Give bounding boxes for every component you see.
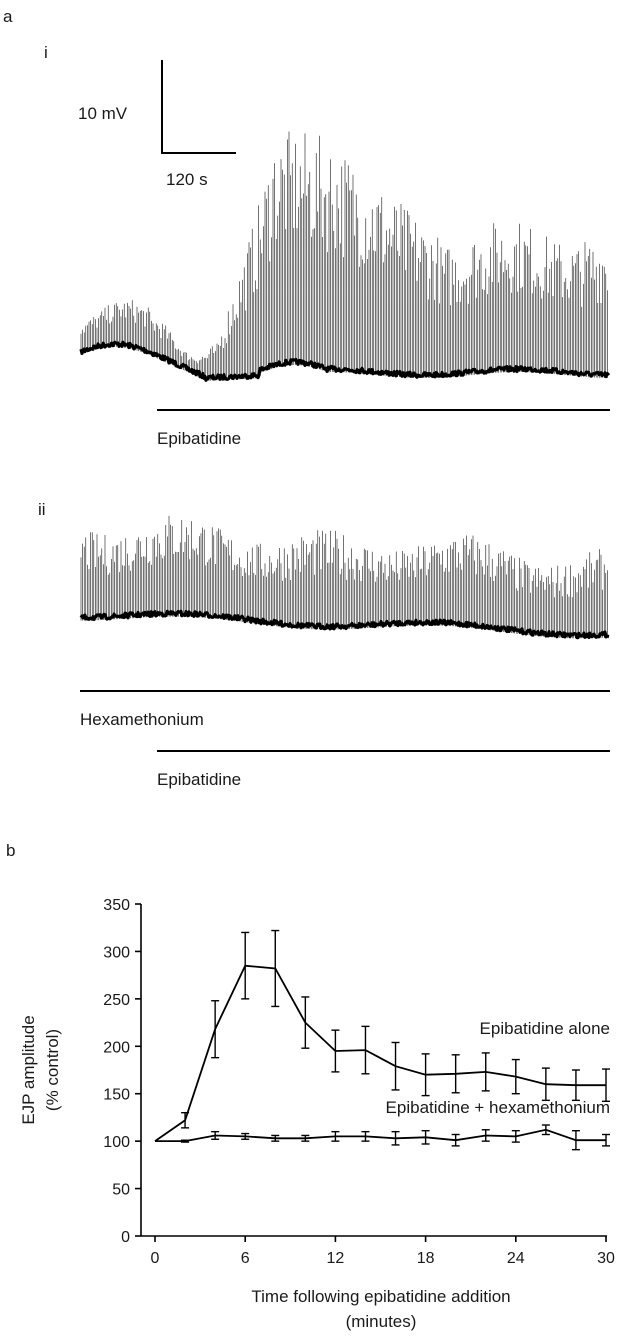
error-bar — [602, 1133, 610, 1147]
error-bar — [481, 1052, 490, 1092]
y-tick-label: 0 — [121, 1229, 130, 1246]
series-line — [154, 964, 606, 1142]
error-bar — [181, 1111, 190, 1129]
error-bar — [391, 1041, 400, 1091]
x-tick-label: 24 — [507, 1250, 525, 1267]
hexamethonium-bar-label: Hexamethonium — [80, 710, 204, 729]
y-tick-label: 200 — [103, 1039, 130, 1056]
y-axis-label-line1: EJP amplitude — [19, 1015, 38, 1124]
trace-i-label: i — [44, 43, 48, 62]
trace-ii — [79, 515, 610, 640]
series-1 — [155, 1124, 610, 1151]
error-bar — [451, 1054, 460, 1094]
x-tick-label: 18 — [417, 1250, 435, 1267]
error-bar — [511, 1058, 520, 1095]
y-tick-label: 300 — [103, 944, 130, 961]
series-layer — [154, 929, 610, 1151]
x-tick-label: 12 — [327, 1250, 345, 1267]
ejp-amplitude-chart: 0 50 100 150 200 250 300 350 0 6 12 18 24 30 Epibati… — [19, 897, 615, 1331]
error-bar — [571, 1069, 580, 1102]
y-ticks: 0 50 100 150 200 250 300 350 — [103, 897, 141, 1246]
panel-b-label: b — [6, 841, 15, 860]
x-ticks: 0 6 12 18 24 30 — [151, 1236, 615, 1267]
error-bar — [271, 929, 280, 1008]
x-tick-label: 6 — [241, 1250, 250, 1267]
error-bar — [241, 1132, 250, 1140]
error-bar — [391, 1130, 400, 1146]
error-bar — [301, 1134, 310, 1142]
error-bar — [541, 1067, 550, 1102]
error-bar — [211, 1130, 220, 1140]
error-bar — [361, 1130, 370, 1142]
trace-i-baseline — [79, 340, 611, 382]
y-tick-label: 350 — [103, 897, 130, 914]
series-label-epibatidine-hexamethonium: Epibatidine + hexamethonium — [386, 1098, 610, 1117]
y-axis-label-line2: (% control) — [43, 1029, 62, 1111]
error-bar — [361, 1025, 370, 1075]
error-bar — [541, 1124, 550, 1136]
error-bar — [331, 1029, 340, 1073]
x-tick-label: 30 — [597, 1250, 615, 1267]
scale-bar-voltage-label: 10 mV — [78, 104, 128, 123]
y-tick-label: 250 — [103, 992, 130, 1009]
trace-i-spikes — [80, 131, 608, 381]
epibatidine-bar-i-label: Epibatidine — [157, 429, 241, 448]
trace-ii-spikes — [80, 515, 608, 639]
error-bar — [421, 1130, 430, 1145]
epibatidine-bar-ii-label: Epibatidine — [157, 770, 241, 789]
x-tick-label: 0 — [151, 1250, 160, 1267]
error-bar — [421, 1053, 430, 1097]
error-bar — [241, 931, 250, 1000]
error-bar — [301, 996, 310, 1049]
trace-ii-label: ii — [38, 500, 46, 519]
trace-i — [79, 131, 611, 382]
y-tick-label: 100 — [103, 1134, 130, 1151]
y-tick-label: 150 — [103, 1087, 130, 1104]
trace-ii-baseline — [79, 609, 610, 640]
error-bar — [571, 1130, 580, 1151]
error-bar — [211, 1000, 220, 1059]
series-0 — [154, 929, 610, 1142]
y-tick-label: 50 — [112, 1182, 130, 1199]
error-bar — [511, 1130, 520, 1143]
series-label-epibatidine-alone: Epibatidine alone — [480, 1019, 610, 1038]
series-line — [155, 1128, 606, 1142]
panel-a-label: a — [3, 7, 13, 26]
x-axis-label-line2: (minutes) — [346, 1312, 417, 1331]
error-bar — [451, 1133, 460, 1147]
error-bar — [331, 1130, 340, 1142]
scale-bar: 10 mV 120 s — [78, 60, 236, 189]
scale-bar-time-label: 120 s — [166, 170, 208, 189]
error-bar — [602, 1068, 610, 1103]
error-bar — [271, 1134, 280, 1142]
error-bar — [481, 1129, 490, 1142]
x-axis-label-line1: Time following epibatidine addition — [251, 1287, 510, 1306]
error-bar — [181, 1139, 190, 1143]
